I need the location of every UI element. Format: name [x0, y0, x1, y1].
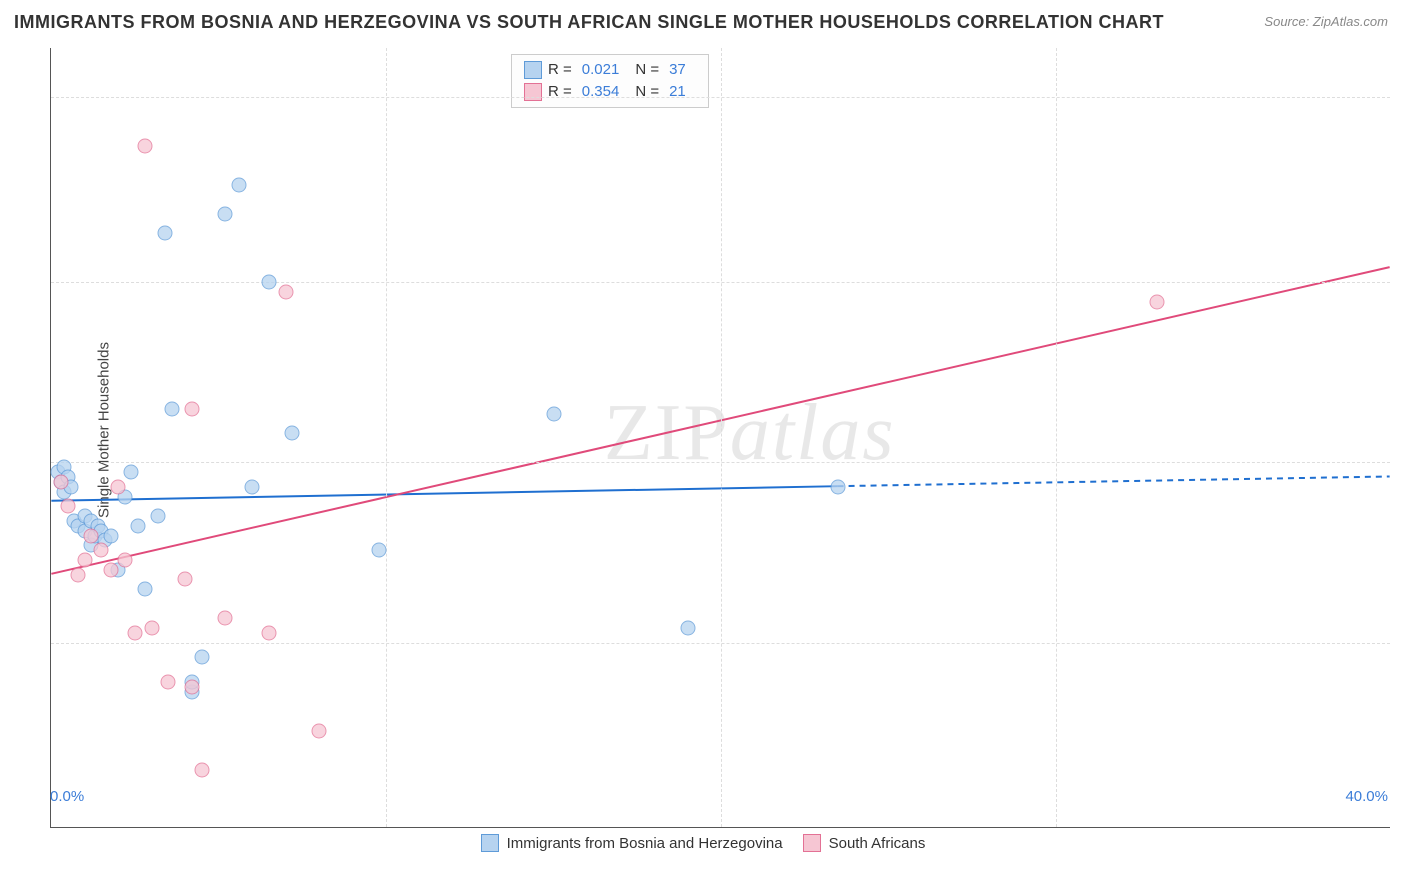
scatter-point: [111, 479, 126, 494]
correlation-legend-row: R = 0.354 N = 21: [524, 81, 696, 103]
gridline-vertical: [721, 48, 722, 827]
scatter-point: [127, 626, 142, 641]
source-attribution: Source: ZipAtlas.com: [1264, 14, 1388, 29]
gridline-vertical: [1056, 48, 1057, 827]
n-value: 21: [669, 81, 686, 103]
scatter-point: [184, 679, 199, 694]
y-tick-label: 3.8%: [1396, 634, 1406, 651]
scatter-point: [184, 401, 199, 416]
scatter-point: [117, 552, 132, 567]
scatter-point: [245, 479, 260, 494]
scatter-point: [157, 226, 172, 241]
scatter-point: [70, 567, 85, 582]
series-legend: Immigrants from Bosnia and Herzegovina So…: [0, 834, 1406, 852]
scatter-point: [137, 138, 152, 153]
legend-swatch: [803, 834, 821, 852]
n-value: 37: [669, 59, 686, 81]
scatter-point: [137, 582, 152, 597]
r-label: R =: [548, 59, 572, 81]
x-axis-min-label: 0.0%: [50, 788, 84, 805]
scatter-point: [546, 406, 561, 421]
source-name: ZipAtlas.com: [1313, 14, 1388, 29]
scatter-point: [261, 626, 276, 641]
gridline-vertical: [386, 48, 387, 827]
scatter-point: [144, 621, 159, 636]
scatter-point: [680, 621, 695, 636]
n-label: N =: [635, 59, 659, 81]
scatter-point: [94, 543, 109, 558]
scatter-point: [131, 518, 146, 533]
scatter-point: [151, 509, 166, 524]
scatter-point: [161, 674, 176, 689]
source-prefix: Source:: [1264, 14, 1309, 29]
scatter-point: [261, 275, 276, 290]
watermark: ZIPatlas: [604, 387, 896, 478]
scatter-point: [285, 426, 300, 441]
scatter-point: [1149, 294, 1164, 309]
scatter-point: [231, 177, 246, 192]
scatter-point: [104, 528, 119, 543]
scatter-point: [372, 543, 387, 558]
scatter-point: [194, 762, 209, 777]
scatter-point: [124, 465, 139, 480]
scatter-point: [218, 611, 233, 626]
scatter-point: [312, 723, 327, 738]
scatter-point: [178, 572, 193, 587]
y-tick-label: 11.2%: [1396, 274, 1406, 291]
r-value: 0.354: [582, 81, 620, 103]
y-tick-label: 15.0%: [1396, 88, 1406, 105]
legend-swatch: [524, 61, 542, 79]
n-label: N =: [635, 81, 659, 103]
regression-line-extrapolated: [838, 476, 1390, 486]
legend-swatch: [524, 83, 542, 101]
scatter-point: [194, 650, 209, 665]
scatter-point: [77, 552, 92, 567]
x-axis-max-label: 40.0%: [1345, 788, 1388, 805]
legend-swatch: [481, 834, 499, 852]
regression-line: [51, 486, 837, 501]
r-value: 0.021: [582, 59, 620, 81]
correlation-legend: R = 0.021 N = 37 R = 0.354 N = 21: [511, 54, 709, 108]
series-name: Immigrants from Bosnia and Herzegovina: [507, 835, 783, 852]
plot-area: ZIPatlas R =0.021N =37R =0.354N =21 3.8%…: [50, 48, 1390, 828]
correlation-legend-row: R = 0.021 N = 37: [524, 59, 696, 81]
scatter-point: [218, 206, 233, 221]
chart-title: IMMIGRANTS FROM BOSNIA AND HERZEGOVINA V…: [14, 12, 1164, 33]
y-tick-label: 7.5%: [1396, 454, 1406, 471]
series-name: South Africans: [829, 835, 926, 852]
scatter-point: [164, 401, 179, 416]
scatter-point: [60, 499, 75, 514]
series-legend-item: South Africans: [803, 834, 926, 852]
scatter-point: [831, 479, 846, 494]
scatter-point: [104, 562, 119, 577]
scatter-point: [54, 474, 69, 489]
scatter-point: [84, 528, 99, 543]
series-legend-item: Immigrants from Bosnia and Herzegovina: [481, 834, 783, 852]
r-label: R =: [548, 81, 572, 103]
scatter-point: [278, 284, 293, 299]
